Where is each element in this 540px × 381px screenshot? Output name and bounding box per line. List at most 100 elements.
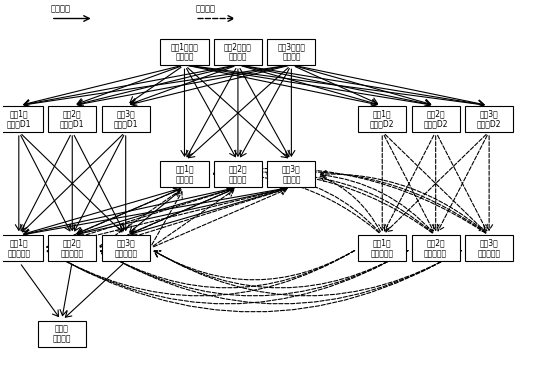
FancyBboxPatch shape (214, 161, 262, 187)
Text: 通道1的
纹状体D2: 通道1的 纹状体D2 (370, 109, 395, 128)
Text: 通道3的
纹状体D1: 通道3的 纹状体D1 (113, 109, 138, 128)
FancyArrowPatch shape (240, 69, 289, 157)
FancyArrowPatch shape (131, 188, 287, 236)
FancyArrowPatch shape (379, 136, 386, 230)
FancyArrowPatch shape (267, 170, 433, 233)
FancyArrowPatch shape (385, 134, 485, 232)
FancyArrowPatch shape (432, 136, 439, 230)
Text: 通道3的
丘脑腩核: 通道3的 丘脑腩核 (282, 165, 301, 184)
FancyArrowPatch shape (187, 68, 287, 158)
FancyArrowPatch shape (47, 186, 286, 247)
FancyArrowPatch shape (131, 66, 287, 106)
FancyArrowPatch shape (101, 251, 408, 296)
FancyBboxPatch shape (0, 235, 43, 261)
FancyBboxPatch shape (160, 39, 208, 65)
FancyArrowPatch shape (100, 188, 233, 247)
FancyArrowPatch shape (21, 135, 70, 231)
FancyBboxPatch shape (411, 106, 460, 131)
FancyArrowPatch shape (24, 188, 180, 236)
FancyArrowPatch shape (234, 69, 241, 156)
FancyArrowPatch shape (48, 251, 408, 304)
FancyArrowPatch shape (77, 66, 180, 105)
FancyArrowPatch shape (74, 135, 124, 231)
FancyArrowPatch shape (154, 251, 462, 296)
FancyArrowPatch shape (154, 251, 408, 288)
FancyArrowPatch shape (154, 251, 355, 280)
Text: 通道3的
纹状体D2: 通道3的 纹状体D2 (477, 109, 501, 128)
FancyArrowPatch shape (186, 69, 236, 157)
Text: 通道2的
纹状体D1: 通道2的 纹状体D1 (60, 109, 84, 128)
FancyArrowPatch shape (77, 188, 287, 237)
FancyArrowPatch shape (24, 66, 180, 106)
FancyArrowPatch shape (437, 135, 487, 231)
FancyArrowPatch shape (386, 134, 486, 232)
FancyArrowPatch shape (46, 188, 180, 247)
FancyArrowPatch shape (77, 188, 234, 236)
FancyArrowPatch shape (47, 187, 233, 247)
FancyArrowPatch shape (24, 188, 234, 237)
FancyArrowPatch shape (69, 136, 76, 230)
FancyArrowPatch shape (437, 135, 487, 231)
Text: 通道3传感器
（输入）: 通道3传感器 （输入） (278, 42, 306, 62)
Text: 通道1的
丘脑腩核: 通道1的 丘脑腩核 (175, 165, 194, 184)
FancyArrowPatch shape (122, 136, 129, 230)
FancyArrowPatch shape (101, 251, 462, 304)
FancyArrowPatch shape (48, 251, 355, 296)
Text: 通道2的
苍白球外核: 通道2的 苍白球外核 (424, 239, 447, 258)
FancyArrowPatch shape (23, 134, 123, 232)
FancyArrowPatch shape (48, 251, 462, 312)
FancyArrowPatch shape (242, 66, 377, 106)
FancyArrowPatch shape (153, 188, 287, 247)
Text: 激励作用: 激励作用 (51, 4, 71, 13)
FancyArrowPatch shape (321, 170, 486, 233)
FancyArrowPatch shape (24, 66, 234, 107)
Text: 通道1传感器
（输入）: 通道1传感器 （输入） (171, 42, 198, 62)
FancyArrowPatch shape (24, 188, 287, 237)
FancyArrowPatch shape (24, 66, 287, 107)
FancyArrowPatch shape (295, 66, 431, 106)
FancyArrowPatch shape (187, 69, 236, 157)
FancyArrowPatch shape (15, 136, 22, 230)
Text: 通道2传感器
（输入）: 通道2传感器 （输入） (224, 42, 252, 62)
FancyArrowPatch shape (21, 135, 70, 231)
FancyArrowPatch shape (295, 66, 484, 107)
FancyArrowPatch shape (267, 170, 486, 233)
FancyArrowPatch shape (60, 266, 71, 315)
FancyBboxPatch shape (411, 235, 460, 261)
Text: 行为器
（输出）: 行为器 （输出） (52, 324, 71, 343)
Text: 通道2的
纹状体D2: 通道2的 纹状体D2 (423, 109, 448, 128)
FancyArrowPatch shape (65, 264, 123, 317)
FancyBboxPatch shape (267, 161, 315, 187)
FancyArrowPatch shape (267, 172, 380, 232)
FancyBboxPatch shape (214, 39, 262, 65)
FancyBboxPatch shape (465, 235, 513, 261)
Text: 通道3的
苍白球外核: 通道3的 苍白球外核 (477, 239, 501, 258)
FancyArrowPatch shape (22, 134, 122, 232)
FancyArrowPatch shape (214, 170, 379, 233)
FancyArrowPatch shape (288, 69, 295, 156)
Text: 通道2的
苍白球内核: 通道2的 苍白球内核 (60, 239, 84, 258)
FancyArrowPatch shape (21, 265, 58, 317)
FancyArrowPatch shape (242, 66, 484, 107)
FancyBboxPatch shape (465, 106, 513, 131)
FancyBboxPatch shape (48, 106, 96, 131)
Text: 抑制作用: 抑制作用 (195, 4, 215, 13)
FancyArrowPatch shape (384, 135, 434, 231)
Text: 通道1的
纹状体D1: 通道1的 纹状体D1 (6, 109, 31, 128)
FancyArrowPatch shape (188, 68, 288, 158)
FancyArrowPatch shape (188, 66, 484, 108)
FancyBboxPatch shape (37, 321, 86, 347)
FancyArrowPatch shape (188, 66, 430, 107)
FancyArrowPatch shape (181, 69, 188, 156)
FancyBboxPatch shape (358, 235, 406, 261)
FancyArrowPatch shape (240, 69, 289, 157)
Text: 通道1的
苍白球内核: 通道1的 苍白球内核 (7, 239, 30, 258)
FancyBboxPatch shape (358, 106, 406, 131)
FancyArrowPatch shape (214, 168, 485, 233)
Text: 通道1的
苍白球外核: 通道1的 苍白球外核 (370, 239, 394, 258)
FancyArrowPatch shape (242, 66, 430, 107)
FancyArrowPatch shape (130, 190, 181, 232)
FancyArrowPatch shape (214, 170, 433, 233)
FancyArrowPatch shape (77, 66, 234, 106)
FancyArrowPatch shape (295, 67, 377, 104)
